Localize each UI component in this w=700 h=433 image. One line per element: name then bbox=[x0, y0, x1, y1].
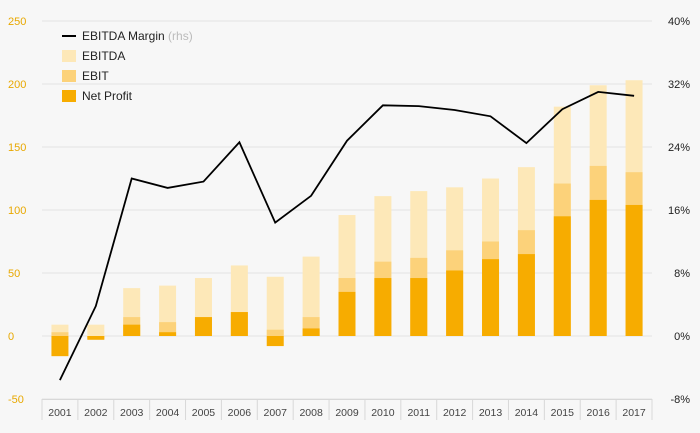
x-tick-label: 2004 bbox=[156, 407, 180, 419]
bars bbox=[51, 80, 643, 357]
bar-net-profit bbox=[159, 332, 177, 336]
legend-item: EBITDA Margin (rhs) bbox=[62, 29, 193, 43]
left-tick-label: 0 bbox=[8, 331, 14, 343]
left-tick-label: 250 bbox=[8, 16, 26, 28]
bar-net-profit bbox=[410, 278, 428, 336]
bar-net-profit bbox=[625, 204, 643, 336]
x-tick-label: 2010 bbox=[371, 407, 395, 419]
legend-box-swatch bbox=[62, 50, 76, 62]
right-tick-label: -8% bbox=[670, 394, 690, 406]
ebitda-margin-line bbox=[59, 90, 635, 381]
right-tick-label: 32% bbox=[668, 79, 690, 91]
right-axis-ticks: -8% 0% 8% 16% 24% 32% 40% bbox=[668, 16, 690, 406]
x-tick-label: 2015 bbox=[551, 407, 575, 419]
bar-net-profit bbox=[230, 312, 248, 336]
legend-label: EBIT bbox=[82, 69, 109, 83]
bar-net-profit bbox=[123, 324, 141, 336]
x-tick-label: 2008 bbox=[299, 407, 323, 419]
bar-net-profit bbox=[374, 278, 392, 336]
x-tick-label: 2014 bbox=[515, 407, 539, 419]
bar-net-profit bbox=[266, 336, 284, 347]
x-tick-label: 2005 bbox=[192, 407, 216, 419]
legend-item: EBIT bbox=[62, 69, 109, 83]
legend-label: Net Profit bbox=[82, 89, 133, 103]
legend-item: Net Profit bbox=[62, 89, 133, 103]
right-tick-label: 0% bbox=[674, 331, 690, 343]
legend-label: EBITDA Margin (rhs) bbox=[82, 29, 193, 43]
x-tick-label: 2006 bbox=[228, 407, 252, 419]
bar-net-profit bbox=[446, 270, 464, 336]
right-tick-label: 24% bbox=[668, 142, 690, 154]
bar-ebit bbox=[51, 332, 69, 336]
bar-ebitda bbox=[266, 276, 284, 336]
bar-ebit bbox=[266, 329, 284, 336]
bar-net-profit bbox=[87, 336, 105, 340]
bar-net-profit bbox=[302, 328, 320, 336]
x-tick-label: 2002 bbox=[84, 407, 108, 419]
bar-ebitda bbox=[51, 324, 69, 336]
left-tick-label: 150 bbox=[8, 142, 26, 154]
x-axis: 2001 2002 2003 2004 2005 2006 2007 2008 2009 2010… bbox=[41, 399, 653, 420]
bar-net-profit bbox=[482, 259, 500, 336]
legend-note: (rhs) bbox=[165, 29, 193, 43]
x-tick-label: 2013 bbox=[479, 407, 503, 419]
bar-net-profit bbox=[194, 317, 212, 336]
x-tick-label: 2007 bbox=[264, 407, 288, 419]
legend: EBITDA Margin (rhs) EBITDA EBIT Net Profit bbox=[62, 29, 193, 103]
bar-ebitda bbox=[302, 256, 320, 336]
x-tick-label: 2016 bbox=[586, 407, 610, 419]
legend-label: EBITDA bbox=[82, 49, 125, 63]
bar-net-profit bbox=[553, 216, 571, 336]
x-tick-label: 2011 bbox=[407, 407, 430, 419]
bar-ebitda bbox=[87, 324, 105, 336]
right-tick-label: 16% bbox=[668, 205, 690, 217]
legend-box-swatch bbox=[62, 70, 76, 82]
x-tick-label: 2001 bbox=[48, 407, 72, 419]
left-tick-label: 100 bbox=[8, 205, 26, 217]
right-tick-label: 40% bbox=[668, 16, 690, 28]
left-tick-label: 200 bbox=[8, 79, 26, 91]
x-tick-label: 2003 bbox=[120, 407, 144, 419]
legend-item: EBITDA bbox=[62, 49, 125, 63]
left-tick-label: 50 bbox=[8, 268, 20, 280]
x-tick-label: 2012 bbox=[443, 407, 467, 419]
right-tick-label: 8% bbox=[674, 268, 690, 280]
left-tick-label: -50 bbox=[8, 394, 24, 406]
bar-net-profit bbox=[517, 254, 535, 336]
bar-net-profit bbox=[338, 291, 356, 336]
bar-net-profit bbox=[589, 199, 607, 336]
x-tick-label: 2009 bbox=[335, 407, 359, 419]
legend-box-swatch bbox=[62, 90, 76, 102]
x-tick-label: 2017 bbox=[622, 407, 646, 419]
bar-net-profit bbox=[51, 336, 69, 357]
left-axis-ticks: -50 0 50 100 150 200 250 bbox=[8, 16, 26, 406]
